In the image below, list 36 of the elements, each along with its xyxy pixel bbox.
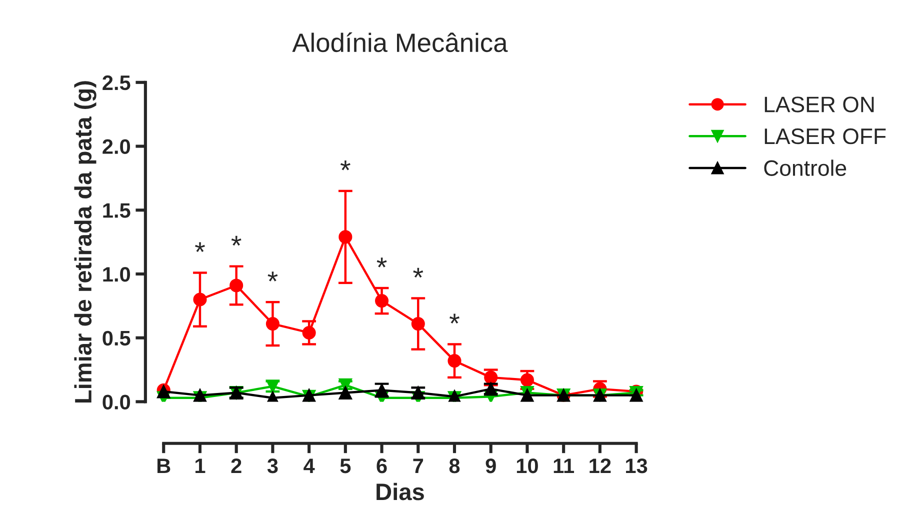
y-tick-label: 1.0	[103, 266, 130, 282]
x-tick-label: 1	[196, 458, 206, 474]
chart-title: Alodínia Mecânica	[292, 32, 508, 52]
x-tick-label: 2	[231, 458, 242, 474]
y-tick-label: 2.0	[102, 139, 130, 154]
legend-label: Controle	[764, 160, 846, 176]
x-tick-label: 8	[449, 458, 460, 474]
legend-label: LASER OFF	[764, 128, 886, 144]
y-axis-title: Limiar de retirada da pata (g)	[74, 81, 96, 402]
x-tick-label: 12	[590, 458, 611, 474]
annotation: *	[413, 268, 424, 278]
annotation: *	[268, 272, 278, 282]
x-tick-label: 4	[304, 458, 315, 474]
point	[520, 388, 534, 402]
y-tick-label: 0.5	[102, 330, 130, 346]
x-tick-label: 5	[340, 458, 351, 474]
x-tick-label: 11	[554, 458, 574, 474]
x-tick-label: 3	[267, 458, 278, 474]
annotation: *	[340, 160, 350, 170]
annotation: *	[231, 236, 242, 246]
point	[338, 386, 352, 400]
x-tick-label: 9	[486, 458, 496, 474]
y-tick-label: 2.5	[102, 75, 130, 90]
point	[630, 388, 644, 402]
x-tick-label: 7	[413, 458, 424, 474]
x-tick-label: 13	[626, 458, 648, 474]
x-axis-title: Dias	[376, 482, 424, 500]
y-tick-label: 0.0	[102, 394, 130, 410]
legend-label: LASER ON	[764, 96, 874, 112]
annotation: *	[376, 258, 387, 268]
x-tick-label: B	[157, 458, 170, 474]
x-tick-label: 10	[516, 458, 538, 474]
y-tick-label: 1.5	[103, 203, 130, 218]
annotation: *	[195, 242, 205, 252]
annotation: *	[450, 314, 460, 324]
x-tick-label: 6	[376, 458, 387, 474]
